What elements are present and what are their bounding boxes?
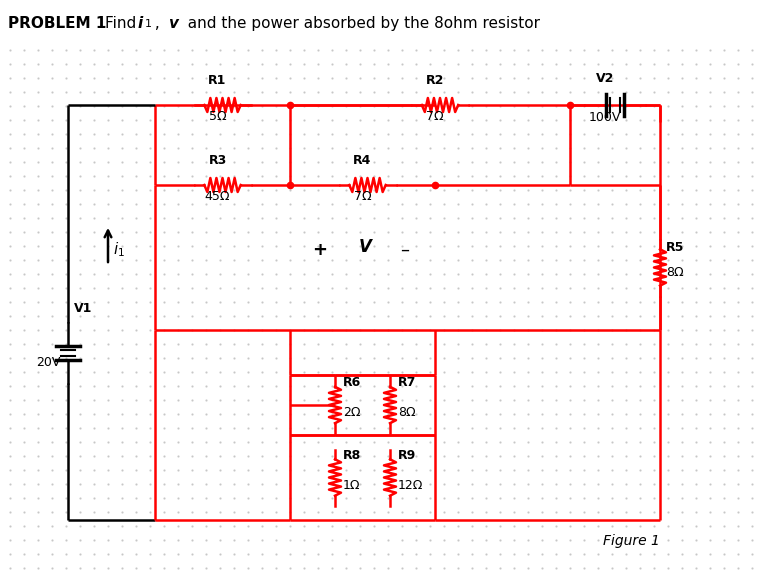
Text: V2: V2 bbox=[596, 72, 614, 85]
Text: V: V bbox=[359, 238, 372, 256]
Text: 1: 1 bbox=[145, 19, 152, 29]
Text: R6: R6 bbox=[343, 376, 361, 390]
Text: PROBLEM 1: PROBLEM 1 bbox=[8, 16, 107, 31]
Text: ,: , bbox=[150, 16, 160, 31]
Text: –: – bbox=[400, 241, 410, 259]
Text: R4: R4 bbox=[354, 154, 372, 167]
Text: 7Ω: 7Ω bbox=[354, 190, 372, 203]
Text: 45Ω: 45Ω bbox=[204, 190, 230, 203]
Text: V1: V1 bbox=[74, 301, 92, 315]
Text: v: v bbox=[168, 16, 178, 31]
Text: and the power absorbed by the 8ohm resistor: and the power absorbed by the 8ohm resis… bbox=[178, 16, 540, 31]
Text: R1: R1 bbox=[208, 74, 226, 87]
Text: R8: R8 bbox=[343, 449, 361, 462]
Text: R9: R9 bbox=[398, 449, 416, 462]
Text: R3: R3 bbox=[208, 154, 226, 167]
Text: $i_1$: $i_1$ bbox=[113, 241, 125, 260]
Text: 100V: 100V bbox=[589, 111, 621, 124]
Text: +: + bbox=[313, 241, 328, 259]
Text: 7Ω: 7Ω bbox=[426, 110, 444, 123]
Text: R2: R2 bbox=[425, 74, 444, 87]
Text: i: i bbox=[138, 16, 143, 31]
Text: 2Ω: 2Ω bbox=[343, 406, 360, 419]
Text: 8Ω: 8Ω bbox=[666, 266, 684, 279]
Text: 1Ω: 1Ω bbox=[343, 479, 360, 492]
Text: 5Ω: 5Ω bbox=[209, 110, 226, 123]
Text: R7: R7 bbox=[398, 376, 416, 390]
Text: Figure 1: Figure 1 bbox=[603, 534, 660, 548]
Text: Find: Find bbox=[105, 16, 141, 31]
Text: 8Ω: 8Ω bbox=[398, 406, 416, 419]
Text: R5: R5 bbox=[666, 241, 684, 254]
Text: 20V: 20V bbox=[36, 356, 61, 369]
Text: 12Ω: 12Ω bbox=[398, 479, 423, 492]
